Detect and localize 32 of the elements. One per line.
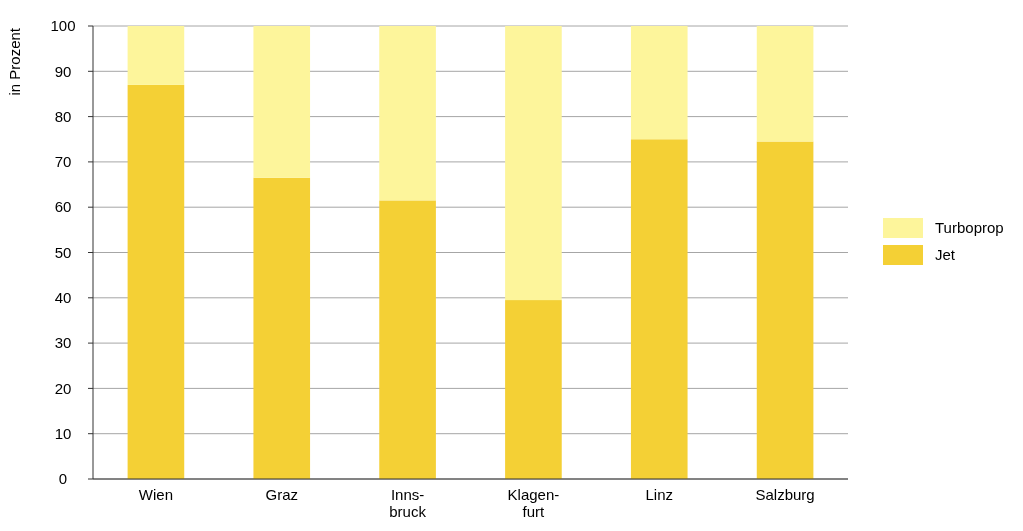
x-tick-label: Linz (645, 486, 674, 503)
y-tick-label: 70 (54, 153, 72, 171)
bar (630, 26, 688, 140)
x-tick-label: Wien (138, 486, 174, 503)
bar (505, 300, 562, 479)
x-tick-label: Klagen- furt (507, 486, 560, 520)
bar (756, 141, 814, 479)
bar (630, 139, 688, 479)
y-tick-label: 20 (54, 379, 72, 397)
bar (253, 177, 311, 479)
y-tick-label: 0 (58, 470, 68, 488)
bar (127, 26, 185, 85)
bar (379, 26, 436, 201)
y-tick-label: 90 (54, 62, 72, 80)
y-tick-label: 10 (54, 424, 72, 442)
x-tick-label: Salzburg (755, 486, 815, 503)
bar (379, 200, 436, 479)
bar (253, 26, 311, 178)
y-tick-label: 100 (50, 17, 76, 35)
bar (756, 26, 814, 142)
x-tick-label: Graz (265, 486, 299, 503)
y-tick-label: 60 (54, 198, 72, 216)
x-tick-label: Inns- bruck (389, 486, 427, 520)
y-tick-label: 40 (54, 289, 72, 307)
y-axis-title: in Prozent (6, 27, 23, 96)
bar (505, 26, 562, 301)
y-tick-label: 50 (54, 243, 72, 261)
y-tick-label: 80 (54, 107, 72, 125)
bar (127, 84, 185, 479)
legend-label: Jet (935, 246, 956, 264)
y-tick-label: 30 (54, 334, 72, 352)
legend-label: Turboprop (935, 219, 1004, 237)
